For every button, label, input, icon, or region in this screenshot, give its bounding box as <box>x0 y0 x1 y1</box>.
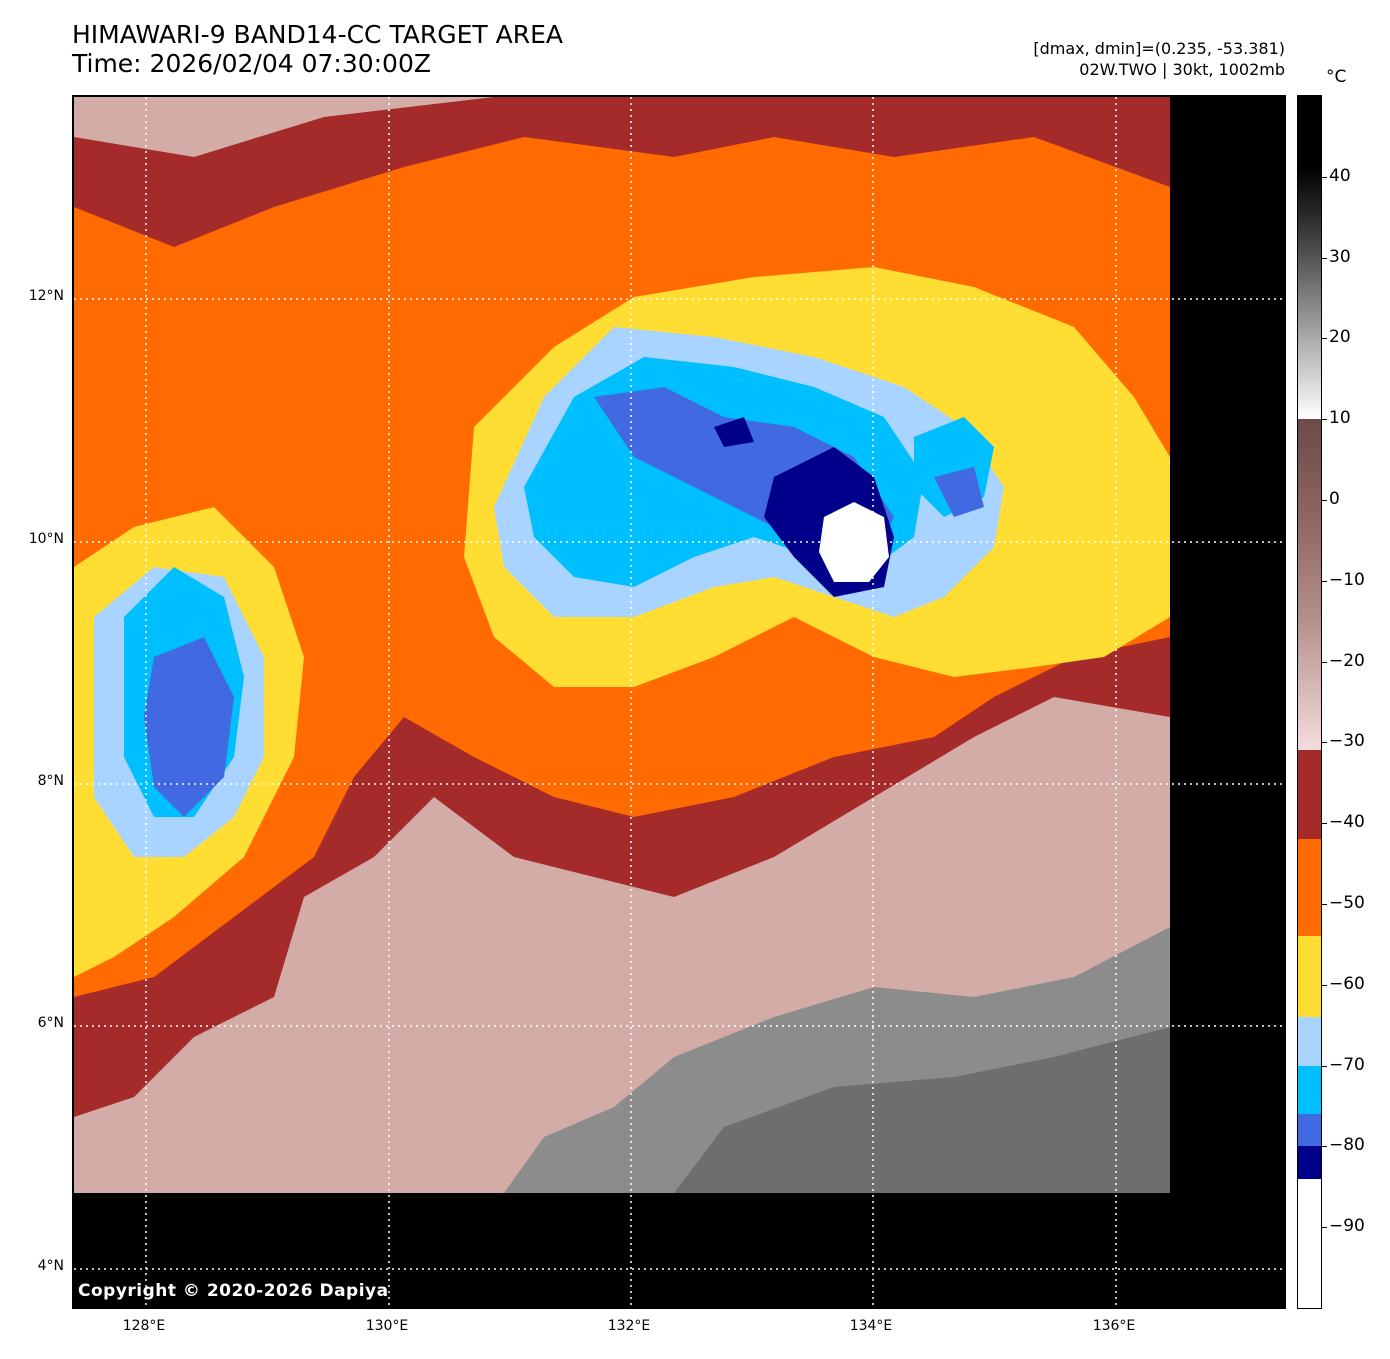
colorbar-tick-label: −80 <box>1329 1135 1365 1156</box>
colorbar-segment <box>1298 1017 1321 1066</box>
colorbar-tick <box>1322 823 1327 825</box>
colorbar-tick <box>1322 742 1327 744</box>
colorbar-tick <box>1322 500 1327 501</box>
colorbar-segment <box>1298 1114 1321 1147</box>
storm-info: [dmax, dmin]=(0.235, -53.381) 02W.TWO | … <box>1033 38 1285 80</box>
colorbar-tick-label: 40 <box>1329 165 1351 186</box>
colorbar-tick-label: 0 <box>1329 489 1340 509</box>
colorbar-tick <box>1322 1227 1327 1229</box>
colorbar-tick-label: −50 <box>1329 893 1365 913</box>
colorbar-tick <box>1322 1065 1327 1067</box>
colorbar-tick-label: 30 <box>1329 246 1351 267</box>
lon-label-136e: 136°E <box>1092 1318 1136 1334</box>
colorbar-tick <box>1322 419 1327 421</box>
info-line-2: 02W.TWO | 30kt, 1002mb <box>1079 60 1285 79</box>
colorbar-tick <box>1322 257 1327 259</box>
colorbar-tick-label: −90 <box>1329 1216 1365 1237</box>
lat-label-12n: 12°N <box>28 288 64 304</box>
colorbar-tick-label: −20 <box>1329 650 1365 671</box>
satellite-map: Copyright © 2020-2026 Dapiya <box>72 95 1286 1309</box>
chart-title: HIMAWARI-9 BAND14-CC TARGET AREA Time: 2… <box>72 20 563 78</box>
colorbar-segment <box>1298 419 1321 751</box>
title-line-2: Time: 2026/02/04 07:30:00Z <box>72 49 431 78</box>
colorbar-tick <box>1322 338 1327 340</box>
colorbar-tick <box>1322 904 1327 905</box>
info-line-1: [dmax, dmin]=(0.235, -53.381) <box>1033 39 1285 58</box>
colorbar-tick <box>1322 984 1327 986</box>
lon-label-134e: 134°E <box>849 1318 893 1334</box>
colorbar-tick <box>1322 580 1327 582</box>
colorbar-segment <box>1298 1146 1321 1179</box>
lat-label-8n: 8°N <box>37 773 64 789</box>
graticule <box>74 97 1284 1307</box>
colorbar-segment <box>1298 1178 1321 1308</box>
colorbar-tick <box>1322 1146 1327 1148</box>
colorbar-segment <box>1298 750 1321 840</box>
colorbar <box>1297 95 1322 1309</box>
colorbar-tick-label: −70 <box>1329 1054 1365 1075</box>
satellite-imagery <box>74 97 1284 1307</box>
colorbar-tick-label: 10 <box>1329 408 1351 429</box>
lon-label-128e: 128°E <box>122 1318 166 1334</box>
colorbar-tick-label: −30 <box>1329 731 1365 752</box>
colorbar-tick-label: 20 <box>1329 327 1351 348</box>
colorbar-tick <box>1322 661 1327 663</box>
colorbar-segment <box>1298 839 1321 937</box>
colorbar-segment <box>1298 1065 1321 1115</box>
title-line-1: HIMAWARI-9 BAND14-CC TARGET AREA <box>72 20 564 49</box>
lat-label-6n: 6°N <box>37 1015 64 1031</box>
colorbar-tick-label: −60 <box>1329 973 1365 994</box>
copyright-text: Copyright © 2020-2026 Dapiya <box>78 1281 389 1301</box>
lon-label-132e: 132°E <box>607 1318 651 1334</box>
colorbar-tick-label: −10 <box>1329 569 1365 590</box>
lat-label-4n: 4°N <box>37 1258 64 1274</box>
colorbar-tick <box>1322 176 1327 178</box>
colorbar-segment <box>1298 936 1321 1018</box>
colorbar-tick-label: −40 <box>1329 812 1365 833</box>
colorbar-segment <box>1298 96 1321 420</box>
colorbar-unit: °C <box>1326 67 1347 87</box>
lon-label-130e: 130°E <box>365 1318 409 1334</box>
lat-label-10n: 10°N <box>28 531 64 547</box>
